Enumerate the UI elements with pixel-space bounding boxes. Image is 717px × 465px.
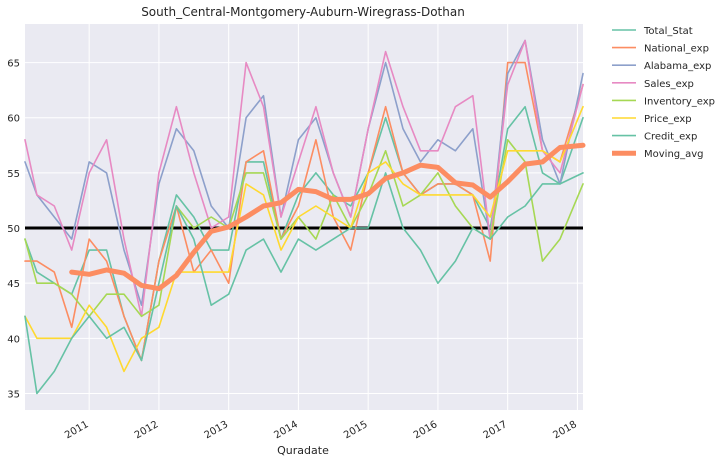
legend: Total_Stat National_exp Alabama_exp Sales_e… [612,26,715,160]
legend-label: National_exp [644,44,709,55]
legend-label: Sales_exp [644,79,694,90]
x-axis-label: Quradate [277,444,329,457]
legend-label: Inventory_exp [644,96,715,107]
legend-label: Price_exp [644,114,692,125]
y-tick-label: 50 [7,224,20,235]
chart-title: South_Central-Montgomery-Auburn-Wiregras… [141,5,465,19]
y-tick-label: 35 [7,389,20,400]
legend-label: Total_Stat [643,26,693,37]
y-tick-label: 60 [7,114,20,125]
series-line-moving-avg [69,142,586,292]
legend-label: Alabama_exp [644,61,711,72]
legend-label: Moving_avg [644,149,704,160]
series-line-alabama-exp [24,39,584,307]
series-group [24,39,586,395]
series-line-credit-exp [24,172,584,395]
plot-area [25,24,583,410]
y-tick-label: 45 [7,279,20,290]
y-tick-label: 65 [7,59,20,70]
series-line-price-exp [24,105,584,373]
y-tick-label: 55 [7,169,20,180]
legend-label: Credit_exp [644,132,697,143]
series-line-national-exp [24,61,584,362]
y-tick-label: 40 [7,334,20,345]
